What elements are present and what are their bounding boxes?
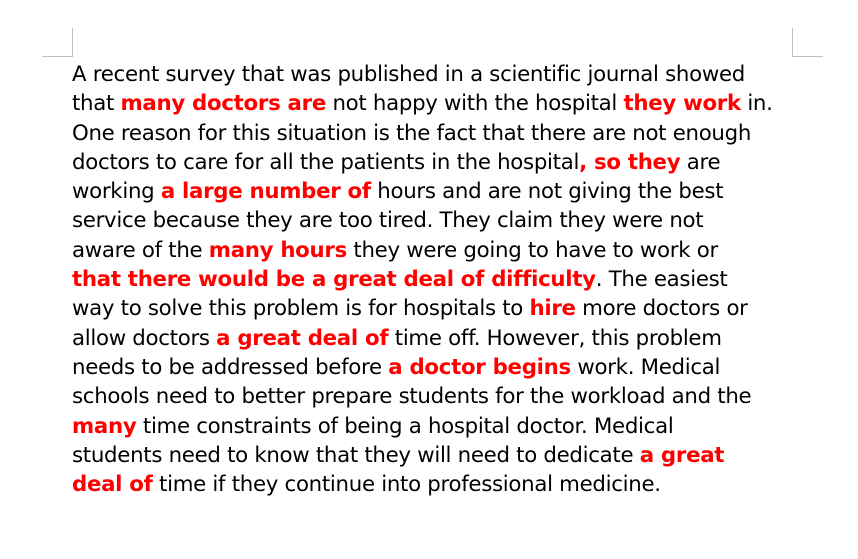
text-run: more doctors or xyxy=(575,296,748,322)
text-run: are xyxy=(680,149,721,175)
text-run: schools need to better prepare students … xyxy=(72,384,752,410)
text-line: working a large number of hours and are … xyxy=(72,177,832,206)
highlighted-phrase: a doctor begins xyxy=(388,354,571,380)
text-run: not happy with the hospital xyxy=(325,91,624,117)
highlighted-phrase: a great deal of xyxy=(216,325,389,351)
document-paragraph[interactable]: A recent survey that was published in a … xyxy=(72,60,832,499)
text-run: allow doctors xyxy=(72,325,217,351)
text-run: working xyxy=(72,179,161,205)
text-run: hours and are not giving the best xyxy=(370,179,724,205)
text-run: they were going to have to work or xyxy=(346,237,718,263)
text-line: way to solve this problem is for hospita… xyxy=(72,294,832,323)
text-run: in. xyxy=(740,91,773,117)
text-line: aware of the many hours they were going … xyxy=(72,236,832,265)
highlighted-phrase: a large number of xyxy=(160,179,371,205)
text-run: way to solve this problem is for hospita… xyxy=(72,296,530,322)
text-line: schools need to better prepare students … xyxy=(72,382,832,411)
page-corner-mark-top-left xyxy=(42,28,73,57)
text-run: aware of the xyxy=(72,237,209,263)
text-run: time if they continue into professional … xyxy=(152,472,661,498)
highlighted-phrase: hire xyxy=(529,296,576,322)
text-run: time constraints of being a hospital doc… xyxy=(136,413,674,439)
text-run: time off. However, this problem xyxy=(388,325,722,351)
text-run: service because they are too tired. They… xyxy=(72,208,704,234)
text-line: students need to know that they will nee… xyxy=(72,441,832,470)
text-line: service because they are too tired. They… xyxy=(72,206,832,235)
text-run: One reason for this situation is the fac… xyxy=(72,120,752,146)
text-run: that xyxy=(72,91,121,117)
highlighted-phrase: deal of xyxy=(72,472,153,498)
highlighted-phrase: many xyxy=(72,413,137,439)
text-run: . The easiest xyxy=(595,267,728,293)
text-line: that there would be a great deal of diff… xyxy=(72,265,832,294)
text-line: doctors to care for all the patients in … xyxy=(72,148,832,177)
text-run: needs to be addressed before xyxy=(72,354,389,380)
page-corner-mark-top-right xyxy=(792,28,823,57)
text-line: deal of time if they continue into profe… xyxy=(72,470,832,499)
text-line: many time constraints of being a hospita… xyxy=(72,412,832,441)
highlighted-phrase: a great xyxy=(639,442,725,468)
text-run: students need to know that they will nee… xyxy=(72,442,640,468)
text-line: A recent survey that was published in a … xyxy=(72,60,832,89)
text-run: work. Medical xyxy=(570,354,721,380)
text-line: that many doctors are not happy with the… xyxy=(72,89,832,118)
text-line: needs to be addressed before a doctor be… xyxy=(72,353,832,382)
highlighted-phrase: that there would be a great deal of diff… xyxy=(72,267,596,293)
highlighted-phrase: , so they xyxy=(579,149,681,175)
text-line: allow doctors a great deal of time off. … xyxy=(72,324,832,353)
text-line: One reason for this situation is the fac… xyxy=(72,119,832,148)
text-run: A recent survey that was published in a … xyxy=(72,62,746,87)
highlighted-phrase: they work xyxy=(623,91,741,117)
highlighted-phrase: many hours xyxy=(208,237,347,263)
text-run: doctors to care for all the patients in … xyxy=(72,149,580,175)
highlighted-phrase: many doctors are xyxy=(120,91,327,117)
